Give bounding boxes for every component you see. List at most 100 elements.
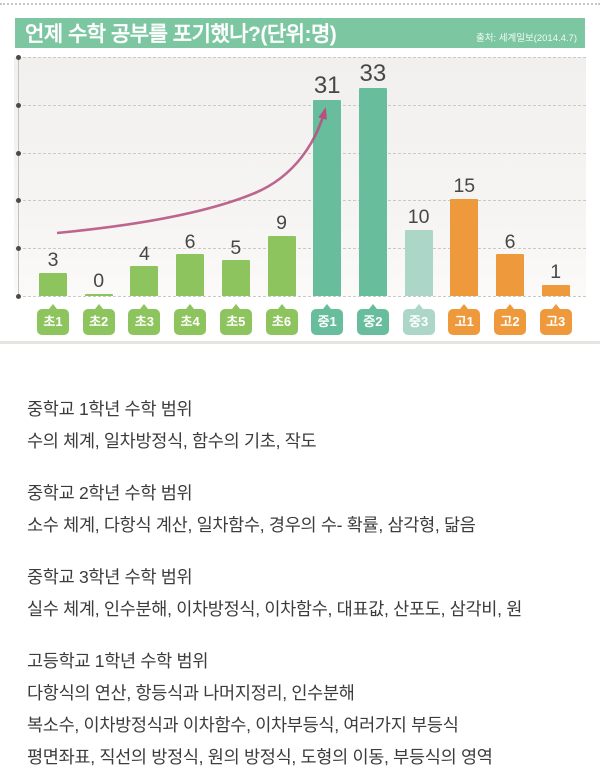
bar-value-label: 6 (184, 230, 196, 253)
gridline (18, 152, 586, 154)
bar-column-고1: 15 (441, 176, 487, 296)
axis-tick-dot (16, 198, 21, 204)
category-label: 중2 (356, 309, 389, 335)
bar-value-label: 1 (550, 261, 562, 284)
bar-column-초2: 0 (76, 271, 122, 296)
bar-value-label: 9 (276, 212, 287, 235)
bar-value-label: 6 (504, 230, 516, 253)
badge-notch (49, 304, 57, 309)
bar-초1 (39, 272, 67, 296)
bar-value-label: 5 (230, 236, 242, 259)
chart-title: 언제 수학 공부를 포기했나?(단위:명) (25, 23, 337, 46)
badge-notch (186, 304, 195, 309)
section-line: 실수 체계, 인수분해, 이차방정식, 이차함수, 대표값, 산포도, 삼각비,… (27, 599, 523, 619)
bar-초6 (267, 235, 296, 296)
axis-tick-dot (16, 246, 21, 252)
bar-value-label: 4 (138, 242, 150, 265)
category-badge-초1: 초1 (37, 304, 69, 335)
badge-notch (231, 304, 240, 309)
gridline (18, 200, 586, 202)
section-title: 중학교 3학년 수학 범위 (27, 567, 193, 587)
top-border-line (0, 3, 600, 5)
badge-notch (414, 304, 423, 309)
category-label: 초5 (219, 309, 252, 335)
badge-notch (277, 304, 286, 309)
category-badge-초5: 초5 (219, 304, 252, 335)
y-axis-line (18, 57, 19, 296)
bar-고3 (541, 284, 570, 296)
bar-column-고2: 6 (487, 230, 533, 296)
category-badge-고1: 고1 (448, 304, 481, 335)
category-label: 초1 (37, 309, 69, 335)
bar-column-초3: 4 (121, 242, 167, 296)
bar-고2 (496, 254, 524, 296)
category-label: 초4 (174, 309, 207, 335)
curriculum-section-middle3: 중학교 3학년 수학 범위 실수 체계, 인수분해, 이차방정식, 이차함수, … (27, 561, 587, 625)
section-title: 중학교 2학년 수학 범위 (27, 483, 193, 503)
bar-chart: 3 초1 0 초2 4 초3 6 초4 5 초5 9 초6 31 중1 33 중2 10 중3 15 고1 6 고2 1 고3 (0, 50, 600, 344)
badge-notch (460, 304, 469, 309)
section-line: 평면좌표, 직선의 방정식, 원의 방정식, 도형의 이동, 부등식의 영역 (27, 747, 493, 767)
category-badge-초3: 초3 (128, 304, 161, 335)
bar-초3 (130, 266, 159, 296)
badge-notch (368, 304, 377, 309)
bar-value-label: 3 (47, 249, 59, 272)
bar-초2 (84, 293, 113, 296)
axis-tick-dot (16, 150, 21, 156)
bar-초4 (176, 254, 205, 296)
badge-notch (323, 304, 332, 309)
curriculum-section-high1: 고등학교 1학년 수학 범위 다항식의 연산, 항등식과 나머지정리, 인수분해… (27, 645, 587, 773)
category-label: 초6 (265, 309, 298, 335)
curriculum-section-middle2: 중학교 2학년 수학 범위 소수 체계, 다항식 계산, 일차함수, 경우의 수… (27, 477, 587, 541)
section-line: 수의 체계, 일차방정식, 함수의 기초, 작도 (27, 431, 317, 451)
badge-notch (140, 304, 149, 309)
source-credit: 출처: 세계일보(2014.4.7) (475, 33, 577, 44)
bar-중1 (313, 100, 342, 296)
axis-tick-dot (16, 102, 21, 108)
gridline (18, 296, 586, 297)
gridline (18, 248, 586, 250)
bar-초5 (221, 260, 250, 296)
category-badge-중2: 중2 (356, 304, 389, 335)
axis-tick-dot (16, 55, 21, 60)
category-badge-중3: 중3 (402, 304, 435, 335)
badge-notch (551, 304, 560, 309)
category-badge-고3: 고3 (539, 304, 572, 335)
bar-column-고3: 1 (533, 262, 579, 296)
section-line: 다항식의 연산, 항등식과 나머지정리, 인수분해 (27, 683, 355, 703)
bar-중3 (404, 229, 433, 296)
badge-notch (94, 304, 103, 309)
badge-notch (506, 304, 514, 309)
section-line: 복소수, 이차방정식과 이차함수, 이차부등식, 여러가지 부등식 (27, 715, 459, 735)
section-title: 고등학교 1학년 수학 범위 (27, 651, 209, 671)
section-line: 소수 체계, 다항식 계산, 일차함수, 경우의 수- 확률, 삼각형, 닮음 (27, 515, 476, 535)
category-label: 초2 (82, 309, 115, 335)
bar-column-초4: 6 (167, 230, 213, 296)
category-label: 고3 (539, 309, 572, 335)
bar-value-label: 15 (453, 175, 476, 198)
category-badge-초2: 초2 (82, 304, 115, 335)
category-label: 초3 (128, 309, 161, 335)
bar-column-초6: 9 (259, 213, 305, 296)
bar-column-중1: 31 (304, 73, 350, 296)
gridline (18, 57, 586, 58)
gridline (18, 104, 586, 106)
category-label: 고1 (448, 309, 481, 335)
chart-header: 언제 수학 공부를 포기했나?(단위:명) 출처: 세계일보(2014.4.7) (15, 18, 585, 48)
category-badge-중1: 중1 (311, 304, 344, 335)
bar-고1 (450, 198, 479, 296)
curriculum-section-middle1: 중학교 1학년 수학 범위 수의 체계, 일차방정식, 함수의 기초, 작도 (27, 393, 587, 457)
category-badge-고2: 고2 (494, 304, 526, 335)
bar-column-중3: 10 (396, 207, 442, 296)
bar-value-label: 33 (359, 59, 387, 87)
bar-value-label: 10 (407, 206, 430, 229)
bar-value-label: 0 (93, 270, 105, 293)
bar-column-초1: 3 (30, 250, 76, 296)
bar-column-중2: 33 (350, 61, 396, 296)
bar-value-label: 31 (313, 72, 341, 100)
curriculum-notes: 중학교 1학년 수학 범위 수의 체계, 일차방정식, 함수의 기초, 작도 중… (27, 393, 587, 777)
category-badge-초6: 초6 (265, 304, 298, 335)
category-label: 중3 (402, 309, 435, 335)
bar-column-초5: 5 (213, 236, 259, 296)
